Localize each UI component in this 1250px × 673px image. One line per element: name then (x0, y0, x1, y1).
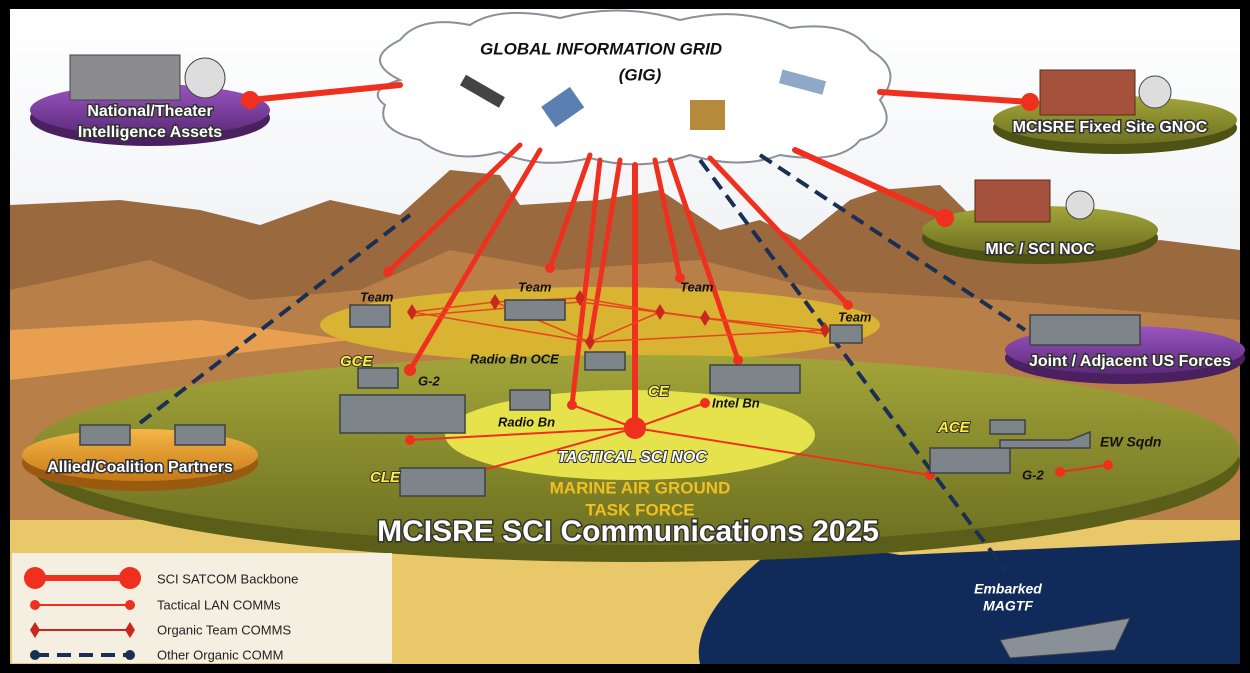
node-label: MAGTF (983, 598, 1033, 614)
diagram: GLOBAL INFORMATION GRID (GIG) National/T… (0, 0, 1250, 673)
node-label: Team (838, 309, 872, 324)
node-label: Team (360, 289, 394, 304)
legend-label: Tactical LAN COMMs (157, 597, 281, 612)
satellite-icon (690, 100, 725, 130)
dish-icon (1139, 76, 1171, 108)
node-label: G-2 (1022, 467, 1044, 482)
node-label: National/Theater (87, 103, 212, 120)
node-label: Allied/Coalition Partners (47, 459, 233, 476)
node-label: GCE (340, 353, 374, 370)
node-label: Joint / Adjacent US Forces (1029, 353, 1231, 370)
node-label: G-2 (418, 373, 440, 388)
aircraft-icon (1030, 315, 1140, 345)
node-label: Intel Bn (712, 395, 760, 410)
cloud-subtitle: (GIG) (619, 65, 662, 84)
building-icon (975, 180, 1050, 222)
dish-icon (185, 58, 225, 98)
node-label: MARINE AIR GROUND (550, 478, 731, 497)
node-label: CE (648, 383, 670, 400)
cloud-title: GLOBAL INFORMATION GRID (480, 39, 722, 58)
node-label: Radio Bn OCE (470, 351, 559, 366)
legend-label: Other Organic COMM (157, 647, 283, 662)
legend-label: SCI SATCOM Backbone (157, 571, 298, 586)
node-label: Embarked (974, 581, 1042, 597)
node-label: MIC / SCI NOC (985, 241, 1095, 258)
building-icon (1040, 70, 1135, 115)
vehicle-icon (175, 425, 225, 445)
node-label: Radio Bn (498, 414, 555, 429)
legend-label: Organic Team COMMS (157, 622, 291, 637)
vehicle-icon (80, 425, 130, 445)
dish-icon (1066, 191, 1094, 219)
node-label: Team (518, 279, 552, 294)
node-label: ACE (937, 419, 971, 436)
banner: MCISRE SCI Communications 2025 (377, 515, 879, 548)
node-label: Team (680, 279, 714, 294)
node-label: Intelligence Assets (78, 124, 222, 141)
node-label: MCISRE Fixed Site GNOC (1013, 119, 1208, 136)
node-label: CLE (370, 469, 401, 486)
node-label: EW Sqdn (1100, 434, 1161, 450)
building-icon (70, 55, 180, 100)
node-label: TACTICAL SCI NOC (557, 449, 707, 466)
